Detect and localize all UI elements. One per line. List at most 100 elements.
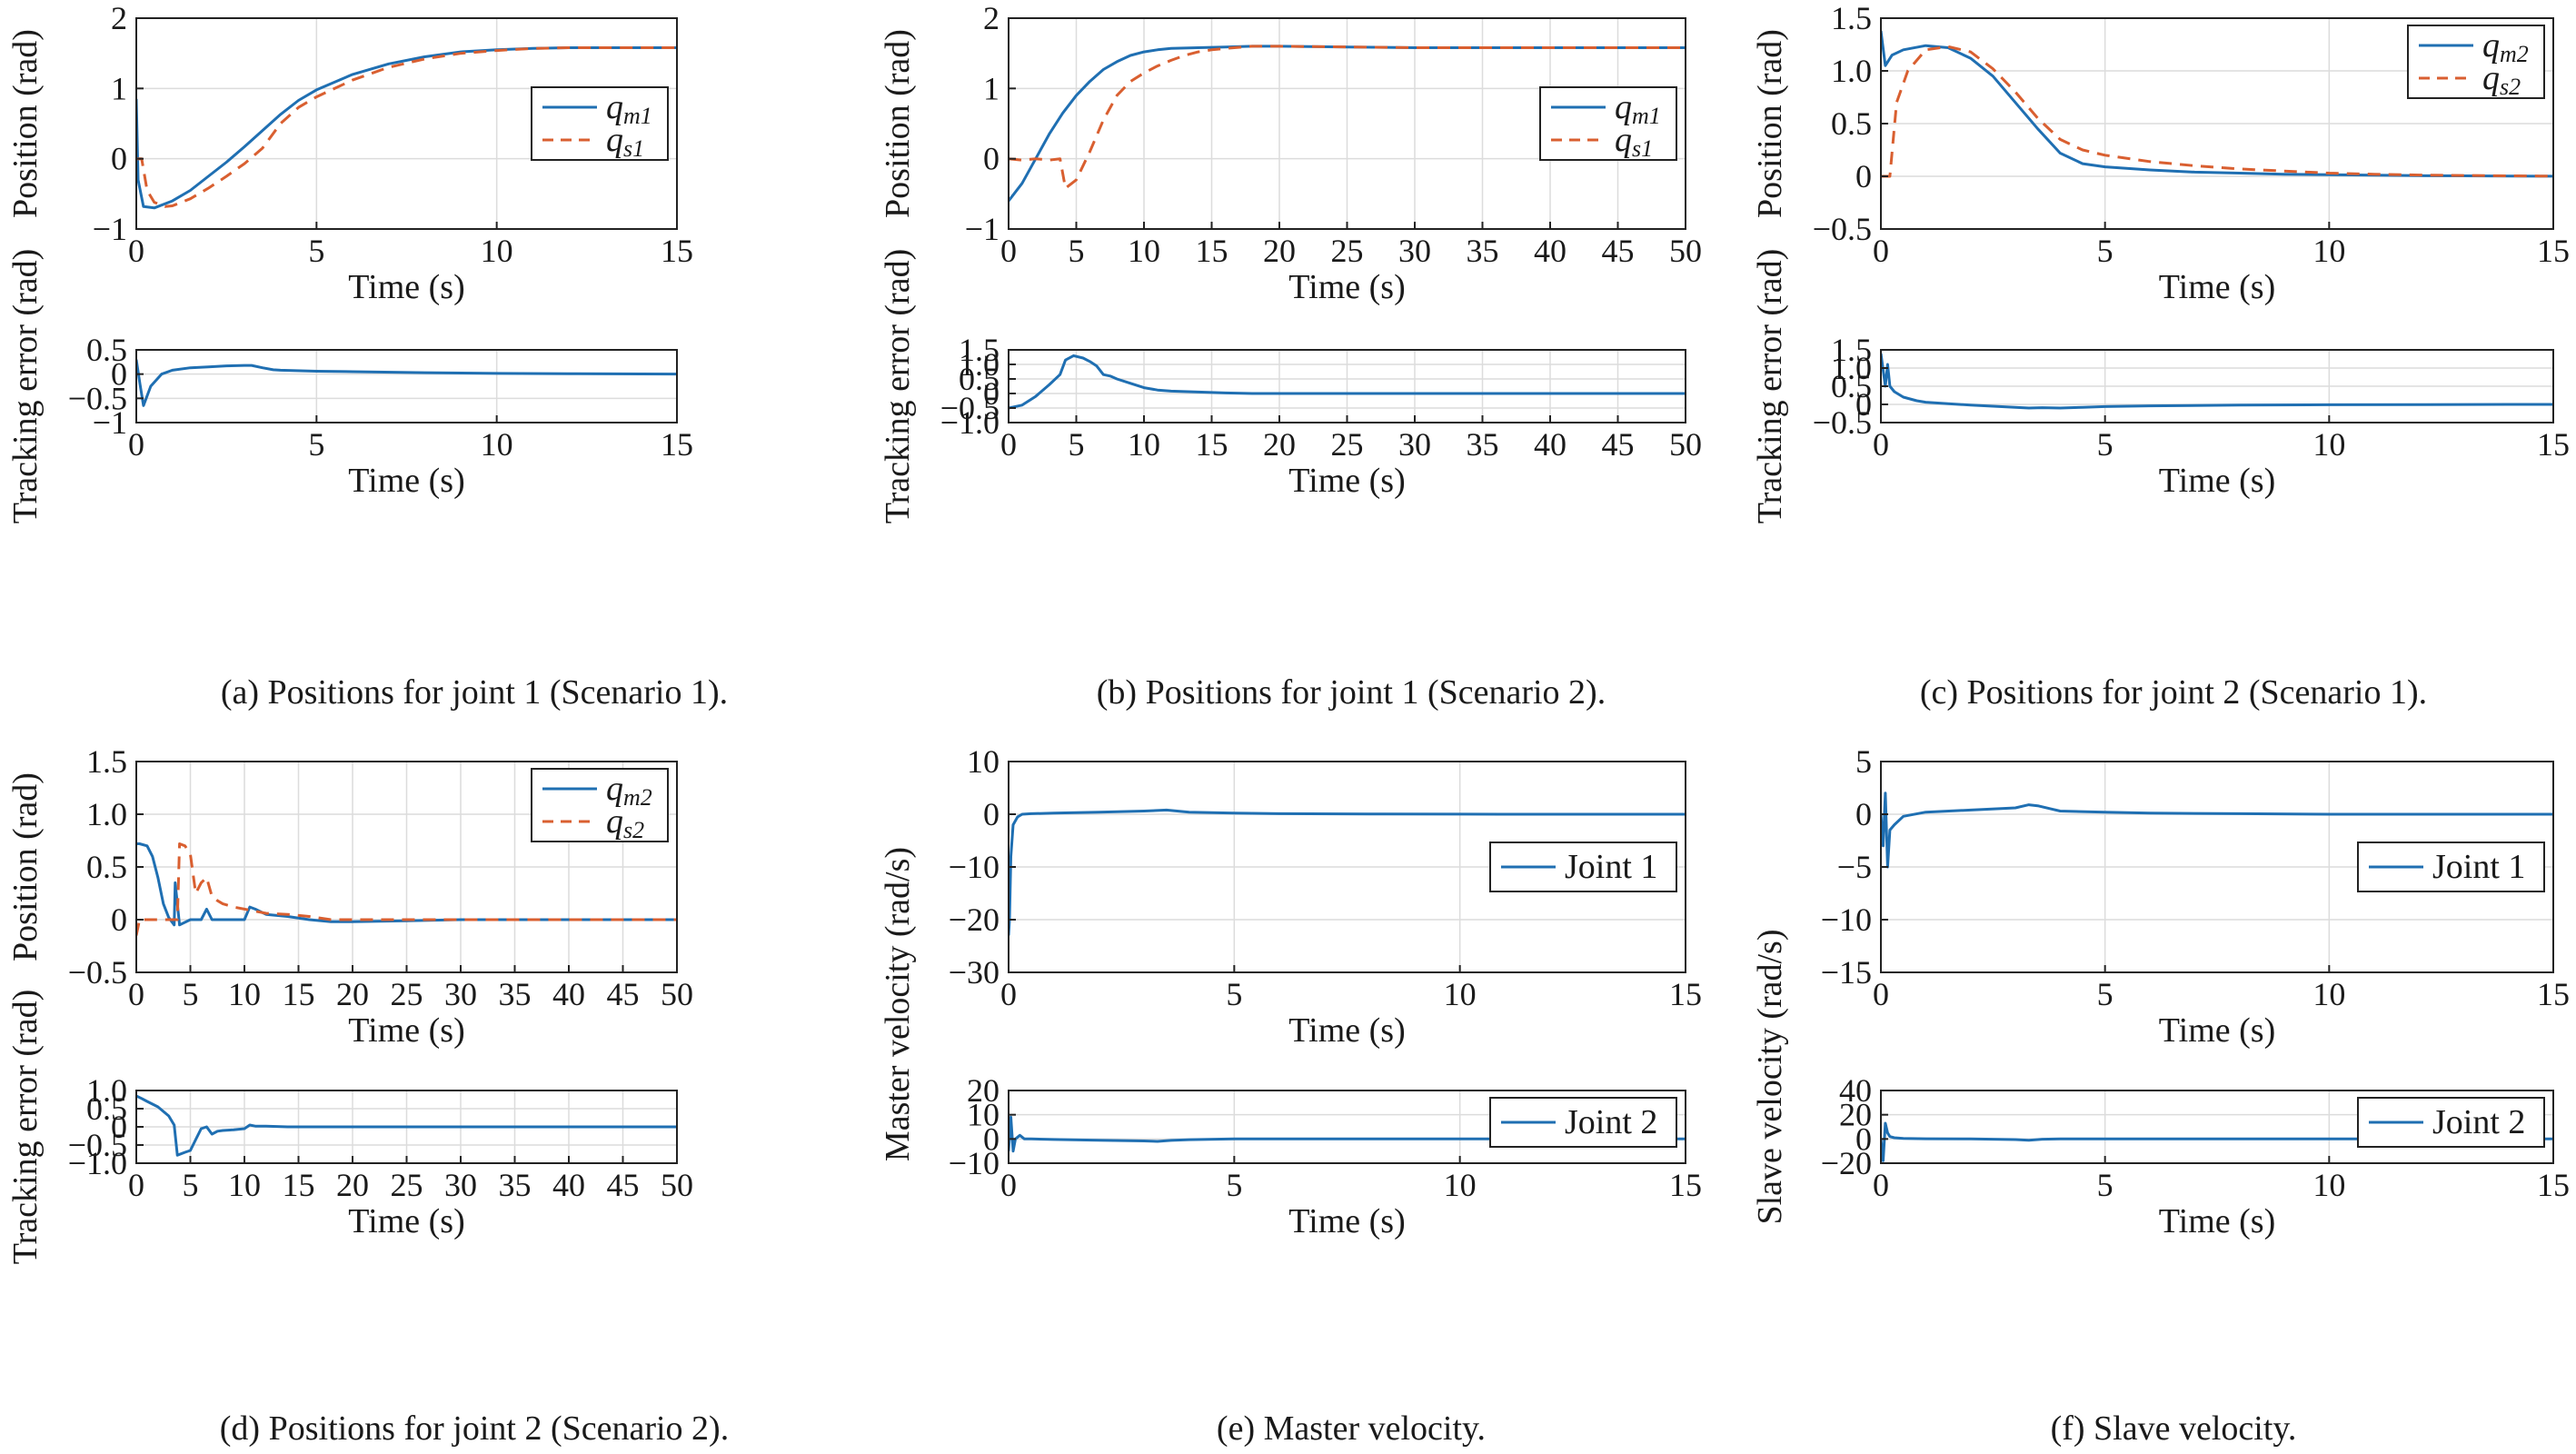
y-tick-label: 1 (111, 70, 127, 106)
legend-label: qm1 (606, 88, 652, 129)
x-tick-label: 45 (607, 1167, 640, 1203)
x-tick-label: 50 (1669, 426, 1702, 463)
series-line-q-s2 (136, 842, 677, 936)
series-layer (1009, 808, 1686, 936)
x-tick-label: 15 (2537, 976, 2570, 1012)
y-tick-label: 0.5 (1831, 105, 1872, 142)
y-tick-label: 40 (1839, 1072, 1872, 1109)
y-tick-label: 2 (983, 0, 1000, 36)
series-line-joint-2 (1881, 1121, 2553, 1162)
y-tick-label: 1.5 (1831, 332, 1872, 368)
y-tick-label: −1 (965, 211, 1000, 247)
x-tick-label: 0 (1000, 233, 1017, 269)
x-tick-label: 15 (1669, 976, 1702, 1012)
y-axis-label: Slave velocity (rad/s) (1751, 929, 1789, 1224)
x-tick-label: 15 (661, 233, 693, 269)
x-tick-label: 10 (228, 976, 261, 1012)
x-tick-label: 45 (1602, 426, 1635, 463)
x-tick-label: 10 (481, 426, 513, 463)
y-tick-label: 1 (983, 70, 1000, 106)
x-tick-label: 0 (1873, 976, 1889, 1012)
x-tick-label: 10 (2312, 1167, 2345, 1203)
legend-label: qm2 (2482, 26, 2529, 67)
y-tick-label: 1.5 (86, 743, 127, 780)
x-axis-label: Time (s) (2159, 1202, 2275, 1240)
series-line-q-s2 (1881, 45, 2553, 178)
x-axis-label: Time (s) (1288, 1011, 1405, 1050)
legend-label: qm2 (606, 770, 652, 811)
x-tick-label: 10 (481, 233, 513, 269)
series-line-q-m1 (1009, 45, 1686, 203)
x-tick-label: 15 (1196, 426, 1228, 463)
y-tick-label: −20 (1821, 1145, 1872, 1181)
x-tick-label: 0 (1000, 426, 1017, 463)
y-tick-label: 0 (111, 356, 127, 393)
y-tick-label: 10 (967, 743, 1000, 780)
y-axis-label: Position (rad) (879, 29, 917, 218)
legend-label: qs1 (606, 121, 644, 162)
x-tick-label: 25 (391, 1167, 423, 1203)
chart-c-bottom: 0 5 10 15 −0.500.51.01.5 Time (s) Tracking err… (1751, 249, 2570, 523)
x-tick-label: 20 (336, 1167, 369, 1203)
legend-label: Joint 1 (1565, 848, 1657, 886)
x-tick-label: 10 (2312, 233, 2345, 269)
legend-label: qs2 (606, 802, 644, 843)
series-layer (1009, 354, 1686, 410)
y-tick-label: 5 (1855, 743, 1872, 780)
series-layer (1009, 1115, 1686, 1153)
caption-f: (f) Slave velocity. (2051, 1409, 2297, 1448)
legend: Joint 2 (1489, 1097, 1677, 1148)
caption-b: (b) Positions for joint 1 (Scenario 2). (1097, 673, 1606, 712)
legend-box (531, 86, 669, 161)
x-axis-label: Time (s) (1288, 462, 1405, 500)
plot-area (136, 350, 677, 423)
y-axis-label: Position (rad) (6, 772, 45, 961)
y-axis-label: Tracking error (rad) (879, 249, 917, 523)
series-layer (1009, 45, 1686, 203)
x-tick-label: 20 (1263, 233, 1296, 269)
x-axis-label: Time (s) (2159, 462, 2275, 500)
y-axis-label: Position (rad) (1751, 29, 1789, 218)
legend-label: qm1 (1615, 88, 1661, 129)
y-tick-label: −0.5 (940, 390, 1000, 426)
x-tick-label: 5 (2097, 426, 2114, 463)
x-tick-label: 5 (2097, 1167, 2114, 1203)
x-tick-label: 0 (128, 976, 144, 1012)
x-axis-label: Time (s) (1288, 1202, 1405, 1240)
x-tick-label: 35 (499, 976, 532, 1012)
y-axis-label: Master velocity (rad/s) (879, 847, 917, 1161)
y-tick-label: 0 (111, 901, 127, 938)
series-line-error (136, 359, 677, 407)
y-tick-label: 0 (111, 141, 127, 177)
chart-d-bottom: 0 5 10 15 20 25 30 35 40 45 50−1.0−0.500.51.0Time … (6, 990, 693, 1264)
x-tick-label: 10 (1444, 1167, 1477, 1203)
x-tick-label: 20 (336, 976, 369, 1012)
y-tick-label: 0.5 (959, 361, 1000, 397)
y-tick-label: 0 (1855, 158, 1872, 194)
caption-d: (d) Positions for joint 2 (Scenario 2). (220, 1409, 729, 1448)
axes-frame (135, 17, 678, 230)
x-tick-label: 5 (2097, 233, 2114, 269)
legend-label: Joint 2 (2432, 1103, 2525, 1141)
x-tick-label: 40 (552, 976, 585, 1012)
x-tick-label: 15 (2537, 1167, 2570, 1203)
x-axis-label: Time (s) (348, 462, 464, 500)
x-tick-label: 30 (1398, 233, 1431, 269)
x-tick-label: 5 (308, 426, 324, 463)
x-tick-label: 25 (1331, 426, 1364, 463)
x-tick-label: 0 (1873, 1167, 1889, 1203)
series-line-q-s1 (1009, 45, 1686, 190)
y-axis-label: Tracking error (rad) (6, 249, 45, 523)
x-tick-label: 10 (2312, 426, 2345, 463)
x-tick-label: 35 (1467, 426, 1499, 463)
series-layer (1881, 353, 2553, 410)
y-tick-label: 10 (967, 1097, 1000, 1133)
x-tick-label: 35 (499, 1167, 532, 1203)
